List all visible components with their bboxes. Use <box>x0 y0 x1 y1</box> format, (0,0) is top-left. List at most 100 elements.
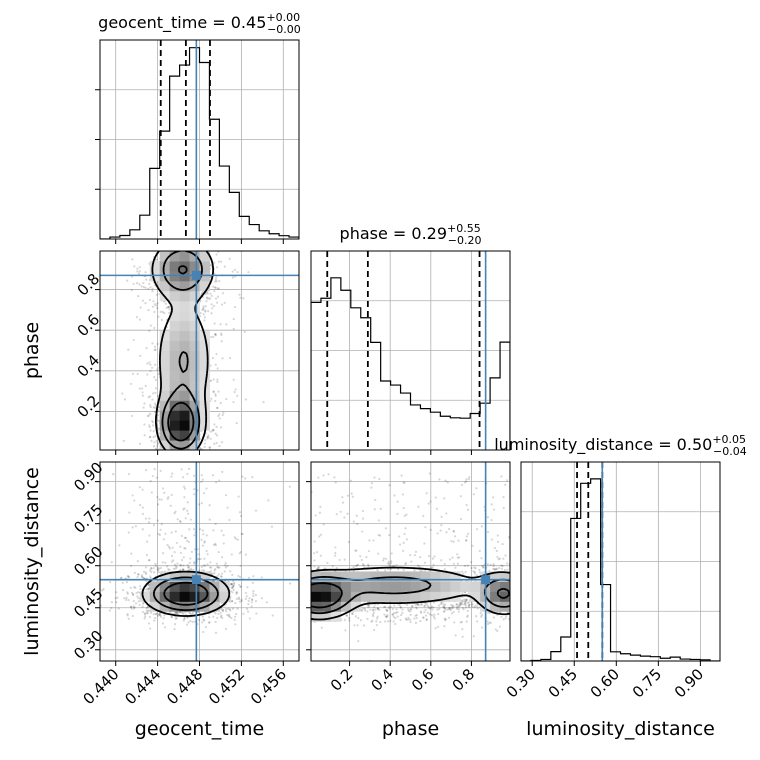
sample-point <box>202 306 205 310</box>
sample-point <box>129 605 133 608</box>
density-cell <box>169 350 181 361</box>
density-cell <box>159 360 171 371</box>
sample-point <box>403 514 406 517</box>
sample-point <box>458 603 461 607</box>
sample-point <box>160 523 163 526</box>
sample-point <box>473 566 476 569</box>
sample-point <box>414 603 417 606</box>
sample-point <box>149 248 151 250</box>
density-cell <box>139 591 151 602</box>
sample-point <box>433 555 436 558</box>
sample-point <box>454 634 457 637</box>
sample-point <box>237 495 240 498</box>
sample-point <box>163 311 166 315</box>
sample-point <box>131 258 134 261</box>
density-cell <box>169 320 181 332</box>
sample-point <box>164 302 167 305</box>
density-cell <box>179 410 191 421</box>
density-cell <box>189 380 200 391</box>
sample-point <box>201 478 204 481</box>
sample-point <box>498 557 502 560</box>
density-cell <box>169 260 181 272</box>
density-cell <box>169 360 181 371</box>
sample-point <box>125 580 128 584</box>
density-cell <box>199 370 210 381</box>
sample-point <box>185 623 189 626</box>
sample-point <box>404 562 407 565</box>
sample-point <box>189 619 192 623</box>
sample-point <box>488 612 491 615</box>
sample-point <box>217 612 220 616</box>
sample-point <box>220 340 223 343</box>
sample-point <box>222 534 225 537</box>
sample-point <box>230 582 234 585</box>
sample-point <box>135 282 139 285</box>
sample-point <box>217 390 220 393</box>
sample-point <box>186 616 189 619</box>
sample-point <box>136 575 139 579</box>
sample-point <box>215 297 218 300</box>
y-tick-label: 0.45 <box>70 585 106 621</box>
sample-point <box>231 586 235 589</box>
sample-point <box>415 607 418 610</box>
sample-point <box>456 605 459 608</box>
sample-point <box>420 611 423 614</box>
sample-point <box>148 569 152 572</box>
sample-point <box>133 606 136 609</box>
sample-point <box>492 496 495 499</box>
sample-point <box>223 265 226 268</box>
sample-point <box>233 268 237 271</box>
histogram-panel-luminosity_distance: 0.30 0.45 0.60 0.75 0.90luminosity_distance … <box>494 433 747 701</box>
sample-point <box>247 576 251 579</box>
sample-point <box>419 556 422 559</box>
sample-point <box>127 576 131 579</box>
sample-point <box>214 278 217 281</box>
sample-point <box>214 567 217 571</box>
sample-point <box>452 610 455 614</box>
sample-point <box>314 514 317 517</box>
sample-point <box>217 245 219 247</box>
sample-point <box>375 620 378 623</box>
sample-point <box>502 496 505 499</box>
sample-point <box>436 608 439 611</box>
sample-point <box>188 467 191 470</box>
sample-point <box>238 552 241 555</box>
sample-point <box>221 616 224 619</box>
sample-point <box>246 586 249 589</box>
sample-point <box>215 276 218 279</box>
sample-point <box>221 610 225 613</box>
sample-point <box>459 603 462 606</box>
sample-point <box>244 597 247 601</box>
sample-point <box>374 603 377 606</box>
sample-point <box>148 534 151 537</box>
sample-point <box>165 240 167 242</box>
sample-point <box>178 520 182 523</box>
sample-point <box>209 263 212 267</box>
sample-point <box>215 441 218 445</box>
density-cell <box>189 330 200 342</box>
sample-point <box>448 527 451 531</box>
sample-point <box>423 611 426 614</box>
sample-point <box>466 601 469 604</box>
sample-point <box>148 517 151 520</box>
sample-point <box>165 245 167 247</box>
sample-point <box>464 606 468 609</box>
sample-point <box>351 612 354 615</box>
sample-point <box>175 611 178 614</box>
panel-frame <box>310 250 511 451</box>
sample-point <box>440 601 443 604</box>
sample-point <box>147 309 150 312</box>
sample-point <box>486 611 490 614</box>
sample-point <box>461 599 464 602</box>
sample-point <box>236 394 239 398</box>
sample-point <box>465 504 468 507</box>
sample-point <box>139 503 142 507</box>
x-tick-label: 0.90 <box>671 665 707 701</box>
density-cell <box>189 251 200 262</box>
density-content <box>121 240 265 450</box>
sample-point <box>437 604 441 607</box>
sample-point <box>470 566 473 570</box>
density-cell <box>199 260 210 272</box>
histogram-panel-phase: phase = 0.29+0.55 −0.20 <box>310 222 511 455</box>
sample-point <box>500 567 503 570</box>
